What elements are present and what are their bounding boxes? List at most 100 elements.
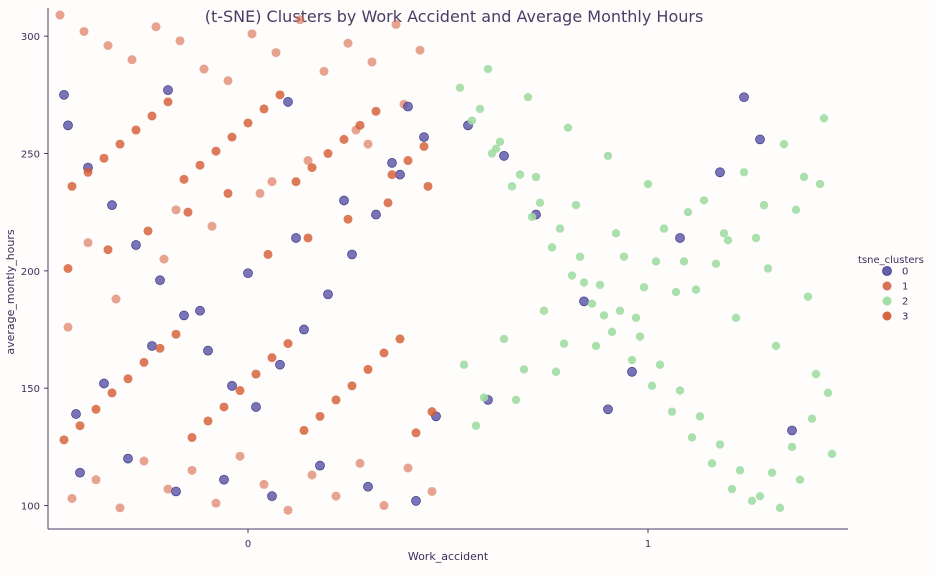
scatter-point-cluster-1 — [79, 26, 89, 36]
scatter-point-cluster-2 — [491, 144, 501, 154]
y-tick-label: 300 — [21, 32, 40, 43]
scatter-point-cluster-0 — [219, 474, 229, 485]
scatter-point-cluster-3 — [179, 174, 189, 184]
scatter-point-cluster-0 — [675, 233, 685, 243]
scatter-point-cluster-3 — [147, 111, 157, 121]
scatter-point-cluster-3 — [331, 395, 341, 405]
y-tick-label: 100 — [21, 502, 40, 513]
scatter-point-cluster-1 — [91, 475, 101, 485]
scatter-point-cluster-1 — [175, 36, 185, 46]
scatter-point-cluster-3 — [107, 388, 117, 398]
scatter-point-cluster-0 — [107, 200, 117, 210]
scatter-point-cluster-0 — [227, 380, 237, 391]
scatter-point-cluster-3 — [235, 386, 245, 396]
scatter-point-cluster-1 — [83, 238, 93, 248]
scatter-point-cluster-1 — [63, 322, 73, 332]
scatter-point-cluster-0 — [179, 310, 189, 321]
scatter-point-cluster-2 — [647, 381, 657, 391]
scatter-point-cluster-0 — [243, 268, 253, 279]
scatter-point-cluster-2 — [719, 229, 729, 238]
scatter-point-cluster-2 — [635, 332, 645, 341]
scatter-point-cluster-2 — [535, 198, 545, 207]
scatter-point-cluster-1 — [415, 45, 425, 55]
scatter-point-cluster-0 — [339, 195, 349, 206]
scatter-point-cluster-0 — [395, 169, 405, 180]
scatter-point-cluster-3 — [347, 381, 357, 391]
scatter-point-cluster-2 — [763, 264, 773, 273]
scatter-point-cluster-3 — [63, 264, 73, 273]
scatter-point-cluster-2 — [779, 139, 789, 149]
scatter-point-cluster-3 — [419, 141, 429, 151]
scatter-point-cluster-1 — [255, 188, 265, 198]
scatter-point-cluster-3 — [283, 339, 293, 349]
scatter-point-cluster-2 — [819, 114, 829, 123]
x-axis-label: Work_accident — [408, 550, 489, 563]
scatter-point-cluster-2 — [559, 339, 569, 348]
scatter-point-cluster-2 — [723, 236, 733, 245]
scatter-point-cluster-0 — [499, 151, 509, 161]
scatter-point-cluster-2 — [483, 64, 493, 74]
scatter-point-cluster-3 — [259, 104, 269, 114]
scatter-point-cluster-3 — [67, 181, 77, 191]
scatter-point-cluster-1 — [171, 205, 181, 215]
scatter-point-cluster-1 — [391, 19, 401, 29]
scatter-point-cluster-3 — [223, 188, 233, 198]
scatter-point-cluster-2 — [555, 224, 565, 233]
scatter-point-cluster-2 — [519, 365, 529, 374]
scatter-point-cluster-1 — [403, 463, 413, 473]
scatter-point-cluster-3 — [291, 177, 301, 187]
scatter-point-cluster-0 — [251, 402, 261, 412]
scatter-point-cluster-0 — [163, 85, 173, 95]
scatter-point-cluster-2 — [615, 306, 625, 315]
scatter-point-cluster-0 — [715, 167, 725, 178]
scatter-point-cluster-3 — [371, 106, 381, 116]
scatter-point-cluster-2 — [699, 196, 709, 205]
scatter-point-cluster-2 — [499, 334, 509, 344]
scatter-point-cluster-2 — [475, 104, 485, 114]
scatter-point-cluster-2 — [787, 442, 797, 452]
scatter-point-cluster-3 — [363, 364, 373, 374]
legend-items: 0 1 2 3 — [882, 266, 908, 323]
scatter-point-cluster-0 — [75, 467, 85, 478]
scatter-point-cluster-3 — [219, 402, 229, 412]
scatter-point-cluster-2 — [731, 313, 741, 322]
scatter-point-cluster-3 — [187, 432, 197, 442]
scatter-point-cluster-0 — [403, 101, 413, 112]
scatter-point-cluster-2 — [823, 388, 833, 398]
scatter-point-cluster-0 — [147, 341, 157, 351]
scatter-point-cluster-0 — [579, 296, 589, 307]
scatter-point-cluster-2 — [735, 466, 745, 475]
scatter-point-cluster-2 — [527, 212, 537, 222]
scatter-point-cluster-2 — [691, 285, 701, 294]
scatter-point-cluster-0 — [363, 481, 373, 492]
scatter-point-cluster-3 — [139, 357, 149, 367]
scatter-point-cluster-3 — [403, 156, 413, 166]
scatter-point-cluster-3 — [387, 170, 397, 180]
scatter-point-cluster-2 — [775, 503, 785, 513]
scatter-point-cluster-2 — [695, 412, 705, 421]
scatter-point-cluster-3 — [323, 149, 333, 159]
scatter-point-cluster-2 — [639, 283, 649, 292]
legend-marker-1 — [882, 281, 892, 291]
scatter-point-cluster-2 — [675, 386, 685, 395]
scatter-point-cluster-3 — [299, 425, 309, 435]
scatter-point-cluster-2 — [683, 207, 693, 217]
scatter-point-cluster-0 — [195, 305, 205, 316]
scatter-point-cluster-0 — [739, 92, 749, 103]
scatter-point-cluster-2 — [643, 179, 653, 189]
scatter-point-cluster-1 — [303, 156, 313, 166]
scatter-point-cluster-3 — [411, 428, 421, 438]
scatter-point-cluster-1 — [127, 55, 137, 65]
scatter-point-cluster-3 — [131, 125, 141, 135]
scatter-point-cluster-2 — [755, 491, 765, 501]
scatter-point-cluster-2 — [627, 355, 637, 365]
scatter-point-cluster-3 — [307, 163, 317, 173]
scatter-point-cluster-0 — [603, 404, 613, 415]
scatter-point-cluster-1 — [307, 470, 317, 480]
scatter-point-cluster-0 — [411, 495, 421, 506]
legend-marker-3 — [882, 311, 892, 321]
scatter-point-cluster-0 — [123, 453, 133, 464]
scatter-point-cluster-2 — [495, 137, 505, 146]
x-tick-label: 0 — [245, 539, 251, 550]
